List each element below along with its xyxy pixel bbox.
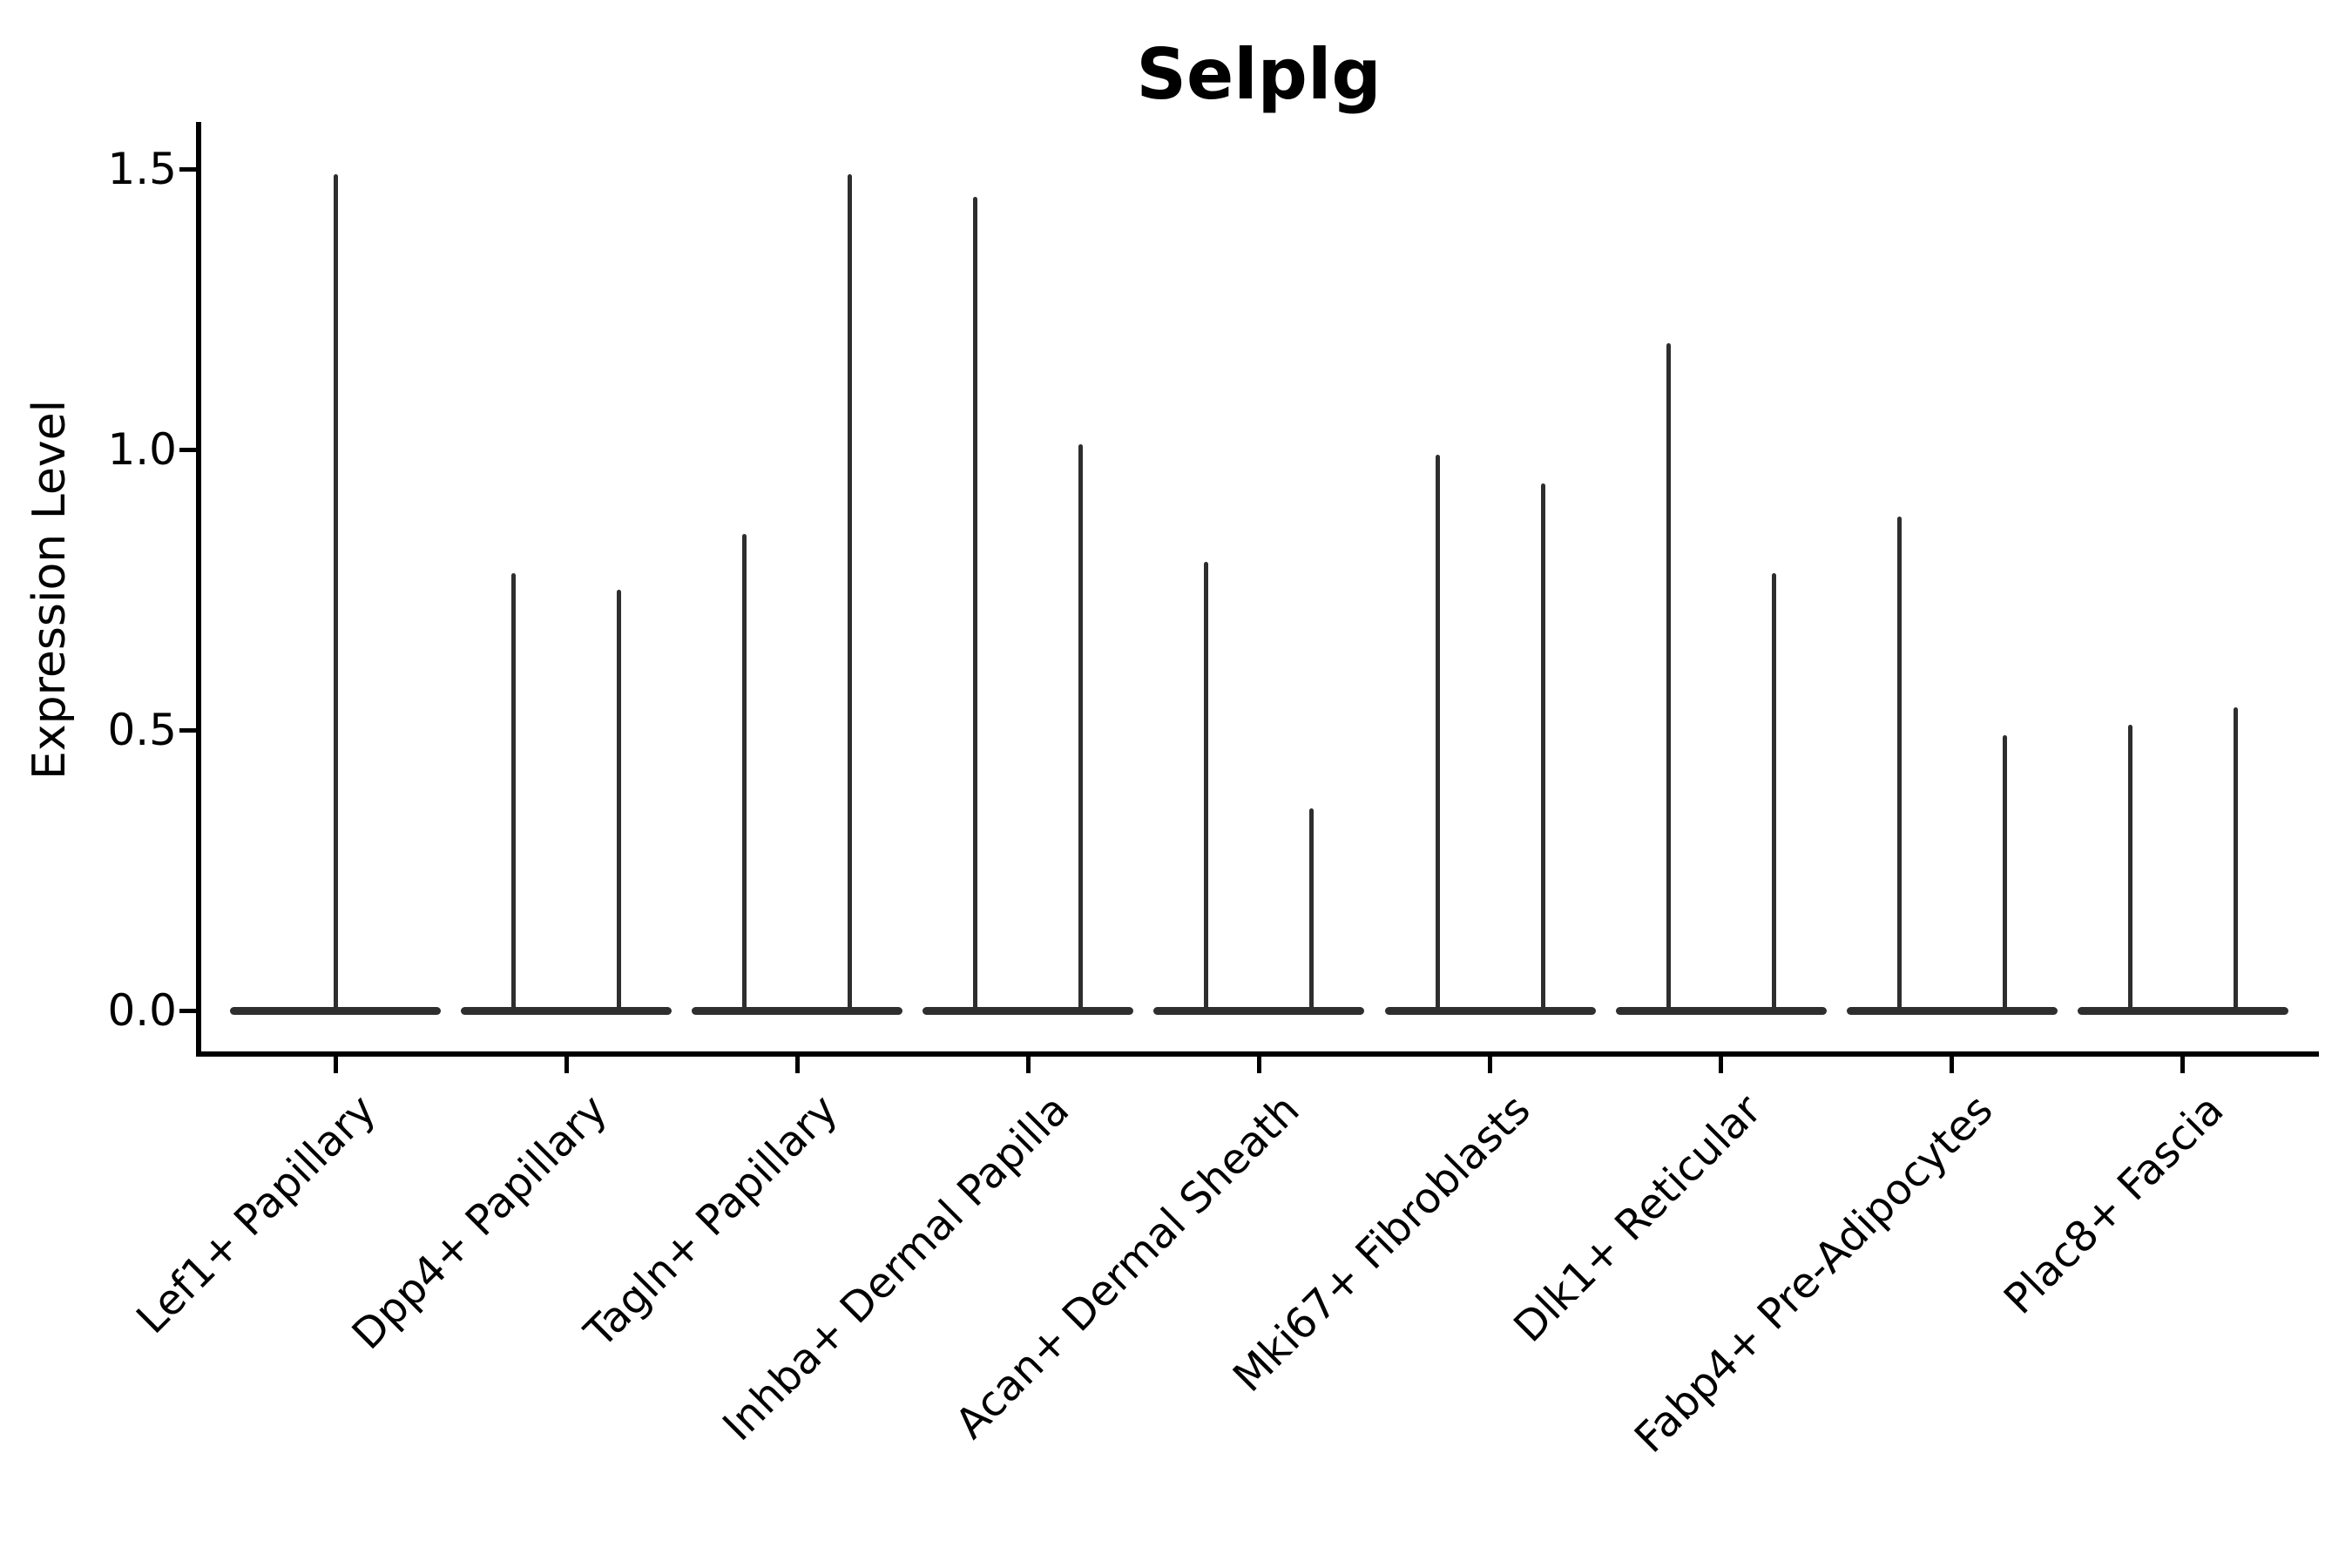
x-axis-tick: [1719, 1057, 1724, 1073]
violin-spike: [1078, 443, 1084, 1010]
violin-spike: [1435, 455, 1440, 1010]
x-axis-tick: [333, 1057, 338, 1073]
violin-base: [1153, 1006, 1365, 1015]
violin-spike: [2002, 735, 2007, 1010]
y-axis-tick: [179, 727, 196, 733]
violin-spike: [2127, 724, 2132, 1010]
y-axis-spine: [196, 122, 201, 1057]
x-axis-tick: [564, 1057, 569, 1073]
x-tick-label: Tagln+ Papillary: [576, 1085, 848, 1357]
violin-base: [1846, 1006, 2058, 1015]
x-axis-tick: [2180, 1057, 2186, 1073]
y-axis-tick: [179, 166, 196, 172]
violin-spike: [1896, 517, 1902, 1010]
x-axis-tick: [794, 1057, 800, 1073]
violin-base: [1615, 1006, 1827, 1015]
violin-spike: [2233, 707, 2238, 1010]
violin-spike: [848, 174, 853, 1010]
violin-spike: [1540, 483, 1545, 1010]
y-tick-label: 1.0: [107, 424, 177, 475]
y-axis-tick: [179, 447, 196, 452]
x-tick-label: Plac8+ Fascia: [1994, 1085, 2234, 1324]
violin-spike: [1309, 808, 1315, 1010]
y-axis-tick: [179, 1008, 196, 1013]
x-tick-label: Dpp4+ Papillary: [342, 1085, 617, 1360]
violin-base: [1384, 1006, 1596, 1015]
y-axis-label: Expression Level: [24, 399, 76, 781]
violin-spike: [973, 197, 978, 1010]
violin-spike: [1771, 572, 1776, 1010]
y-tick-label: 0.5: [107, 705, 177, 755]
chart-title: Selplg: [1136, 34, 1382, 115]
x-tick-label: Lef1+ Papillary: [127, 1085, 386, 1343]
x-tick-label: Dlk1+ Reticular: [1504, 1085, 1772, 1352]
violin-spike: [333, 174, 338, 1010]
violin-base: [461, 1006, 672, 1015]
y-tick-label: 0.0: [107, 985, 177, 1036]
y-tick-label: 1.5: [107, 144, 177, 194]
violin-base: [923, 1006, 1134, 1015]
x-axis-spine: [196, 1051, 2319, 1057]
violin-base: [230, 1006, 441, 1015]
violin-spike: [1666, 342, 1671, 1010]
x-axis-tick: [1488, 1057, 1492, 1073]
violin-spike: [742, 533, 747, 1010]
violin-base: [692, 1006, 903, 1015]
x-axis-tick: [1025, 1057, 1031, 1073]
violin-spike: [617, 590, 622, 1010]
violin-spike: [1204, 561, 1209, 1010]
x-axis-tick: [1256, 1057, 1261, 1073]
x-axis-tick: [1950, 1057, 1955, 1073]
violin-spike: [511, 572, 517, 1010]
violin-base: [2077, 1006, 2288, 1015]
